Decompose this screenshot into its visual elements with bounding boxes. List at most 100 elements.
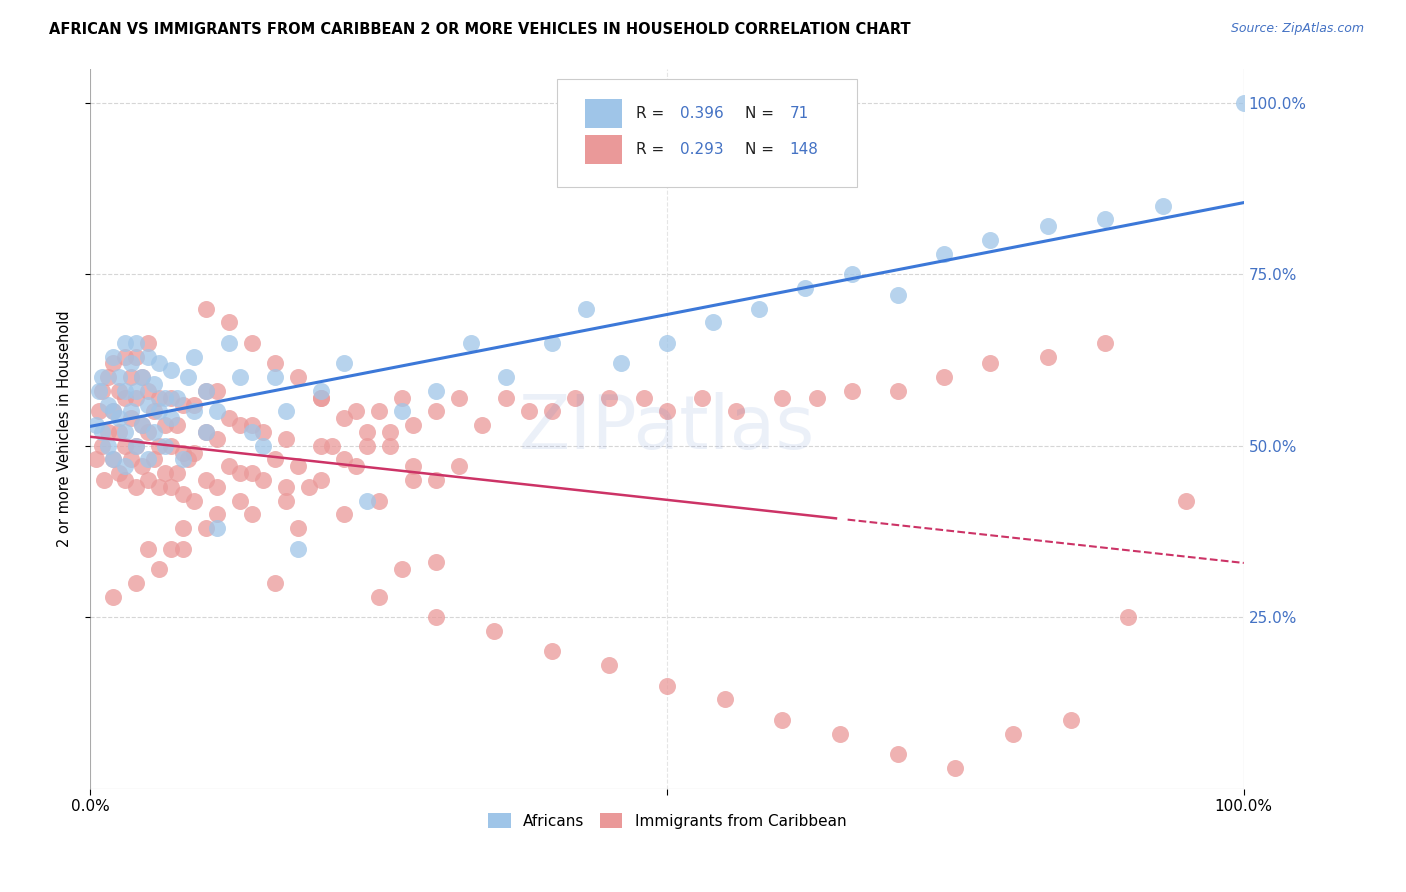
Point <box>425 473 447 487</box>
Point <box>125 439 148 453</box>
Point <box>655 335 678 350</box>
Point <box>229 466 252 480</box>
Point <box>103 356 125 370</box>
Point <box>367 493 389 508</box>
Point <box>598 391 620 405</box>
Point <box>828 726 851 740</box>
Point <box>333 356 356 370</box>
Point <box>108 466 131 480</box>
Point <box>136 452 159 467</box>
Point <box>806 391 828 405</box>
FancyBboxPatch shape <box>557 79 858 187</box>
Point <box>240 466 263 480</box>
Point <box>344 404 367 418</box>
Point <box>120 356 142 370</box>
Point <box>979 233 1001 247</box>
Point <box>276 493 298 508</box>
Point <box>103 452 125 467</box>
Point <box>702 315 724 329</box>
Point <box>333 507 356 521</box>
Text: 0.293: 0.293 <box>679 143 723 157</box>
Point <box>425 610 447 624</box>
Point <box>252 473 274 487</box>
Point <box>90 439 112 453</box>
Point <box>218 335 240 350</box>
Point <box>356 425 378 439</box>
Text: R =: R = <box>636 143 669 157</box>
Point <box>725 404 748 418</box>
Point <box>333 452 356 467</box>
Point <box>425 384 447 398</box>
Point <box>125 350 148 364</box>
Point <box>309 439 332 453</box>
Point <box>194 425 217 439</box>
Point <box>166 466 188 480</box>
Text: 0.396: 0.396 <box>679 106 724 121</box>
Point <box>155 466 177 480</box>
Point <box>205 521 228 535</box>
Point <box>391 391 413 405</box>
Point <box>655 404 678 418</box>
Point <box>120 452 142 467</box>
Point <box>103 404 125 418</box>
Point <box>90 370 112 384</box>
Point <box>1118 610 1140 624</box>
Point <box>84 418 107 433</box>
Point <box>114 350 136 364</box>
Point <box>770 391 793 405</box>
Point <box>402 418 425 433</box>
Point <box>748 301 770 316</box>
Point <box>229 493 252 508</box>
Point <box>886 384 908 398</box>
Point <box>391 562 413 576</box>
Point <box>1036 219 1059 234</box>
Point <box>172 452 194 467</box>
Legend: Africans, Immigrants from Caribbean: Africans, Immigrants from Caribbean <box>482 806 852 835</box>
Point <box>1152 199 1174 213</box>
Point <box>142 452 165 467</box>
Point <box>378 439 401 453</box>
Point <box>1094 335 1116 350</box>
Point <box>309 384 332 398</box>
Point <box>125 384 148 398</box>
Point <box>449 391 471 405</box>
Point <box>172 541 194 556</box>
Point <box>321 439 343 453</box>
Point <box>142 376 165 391</box>
Point <box>1060 713 1083 727</box>
Point <box>276 480 298 494</box>
Point <box>841 384 863 398</box>
Point <box>125 439 148 453</box>
Point <box>575 301 598 316</box>
Point <box>367 590 389 604</box>
Point <box>90 384 112 398</box>
Point <box>356 493 378 508</box>
Point <box>142 404 165 418</box>
Point <box>120 411 142 425</box>
Point <box>160 439 183 453</box>
Text: AFRICAN VS IMMIGRANTS FROM CARIBBEAN 2 OR MORE VEHICLES IN HOUSEHOLD CORRELATION: AFRICAN VS IMMIGRANTS FROM CARIBBEAN 2 O… <box>49 22 911 37</box>
Point <box>425 404 447 418</box>
Point <box>114 335 136 350</box>
Point <box>136 350 159 364</box>
Point <box>218 315 240 329</box>
Point <box>205 384 228 398</box>
Point <box>240 507 263 521</box>
Point <box>148 562 170 576</box>
Text: Source: ZipAtlas.com: Source: ZipAtlas.com <box>1230 22 1364 36</box>
Point <box>770 713 793 727</box>
Point <box>932 246 955 260</box>
Point <box>142 425 165 439</box>
Point <box>287 370 309 384</box>
Point <box>93 473 115 487</box>
Point <box>166 391 188 405</box>
Point <box>160 411 183 425</box>
Text: 71: 71 <box>789 106 808 121</box>
Point <box>96 439 118 453</box>
Point <box>172 521 194 535</box>
Point <box>136 473 159 487</box>
Point <box>932 370 955 384</box>
Point <box>148 480 170 494</box>
Point <box>125 335 148 350</box>
Point <box>103 350 125 364</box>
